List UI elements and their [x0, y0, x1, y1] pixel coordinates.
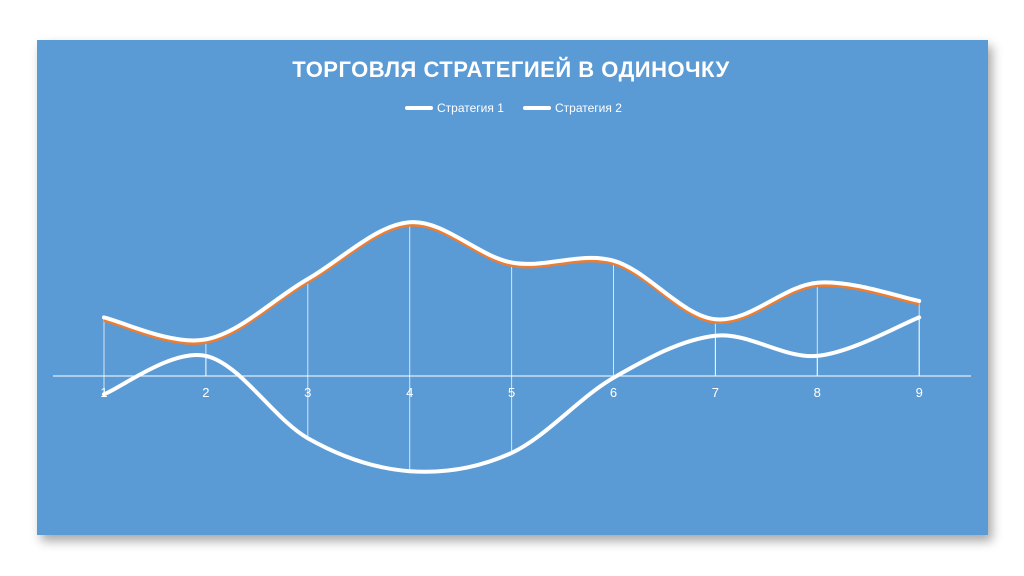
series-lines [102, 220, 922, 474]
series-line-2 [102, 315, 922, 474]
series-line-1 [102, 220, 922, 343]
legend-item-series-2: Стратегия 2 [523, 101, 622, 115]
x-tick-label: 6 [610, 385, 617, 400]
x-tick-labels: 1 2 3 4 5 6 7 8 9 [100, 385, 922, 400]
legend: Стратегия 1 Стратегия 2 [405, 101, 622, 115]
chart-title: ТОРГОВЛЯ СТРАТЕГИЕЙ В ОДИНОЧКУ [292, 57, 729, 82]
x-tick-label: 2 [202, 385, 209, 400]
line-chart: ТОРГОВЛЯ СТРАТЕГИЕЙ В ОДИНОЧКУ Стратегия… [53, 57, 971, 474]
chart-area: ТОРГОВЛЯ СТРАТЕГИЕЙ В ОДИНОЧКУ Стратегия… [37, 40, 988, 535]
x-tick-label: 7 [712, 385, 719, 400]
x-tick-label: 8 [814, 385, 821, 400]
drop-lines [103, 222, 920, 472]
legend-label-series-2: Стратегия 2 [555, 101, 622, 115]
legend-label-series-1: Стратегия 1 [437, 101, 504, 115]
x-tick-label: 3 [304, 385, 311, 400]
legend-item-series-1: Стратегия 1 [405, 101, 504, 115]
x-tick-label: 9 [916, 385, 923, 400]
series-1-shadow [103, 222, 920, 345]
x-tick-label: 1 [100, 385, 107, 400]
x-tick-label: 5 [508, 385, 515, 400]
x-tick-label: 4 [406, 385, 413, 400]
